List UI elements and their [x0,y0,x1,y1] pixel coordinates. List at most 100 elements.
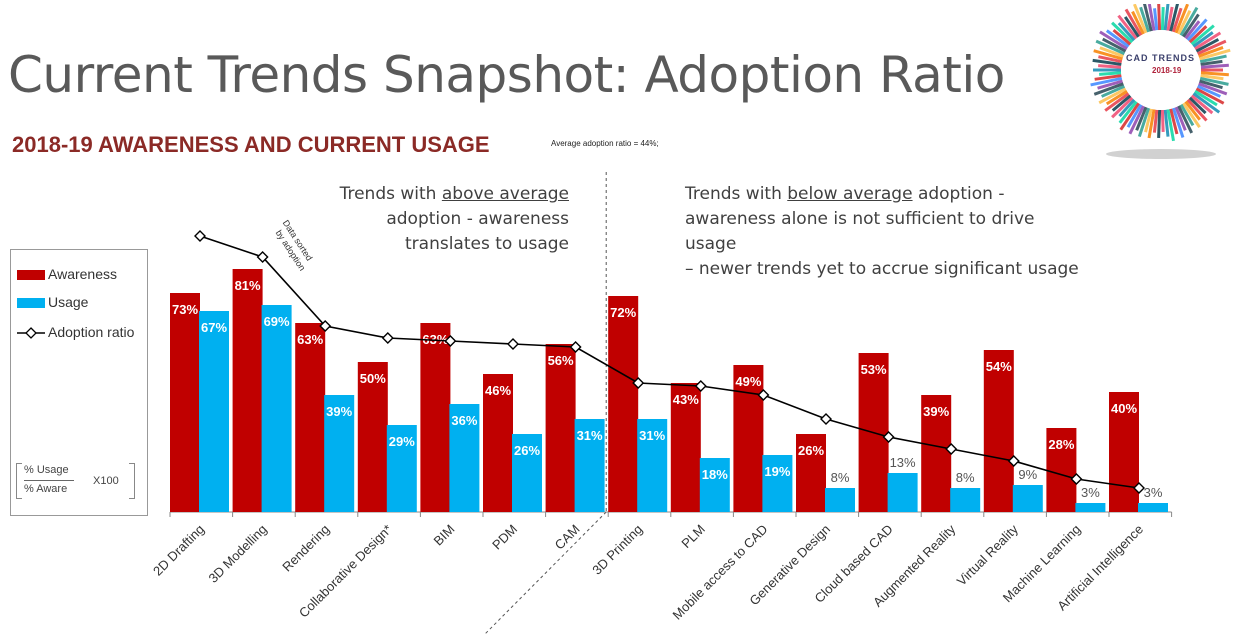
logo-ray [1194,31,1222,51]
formula-numerator: % Usage [24,464,69,476]
data-label-usage: 9% [1018,467,1037,482]
bar-awareness [295,323,326,512]
bar-usage [950,488,981,512]
usage-swatch [17,298,45,308]
logo-ray [1099,71,1122,76]
adoption-ratio-point [945,443,958,455]
logo-ray [1144,108,1153,133]
logo-ray [1184,20,1201,40]
logo-ray [1174,106,1187,131]
adoption-ratio-point [444,335,457,347]
logo-ray [1188,96,1207,115]
logo-ray [1135,106,1148,131]
logo-ray [1186,18,1208,42]
data-label-awareness: 63% [297,332,323,347]
logo-ray [1117,22,1136,42]
data-label-awareness: 53% [861,362,887,377]
annotation-below-average: Trends with below average adoption - awa… [685,184,1079,279]
bar-awareness [545,344,576,512]
adoption-line-swatch [17,327,45,339]
bar-usage [699,458,730,512]
data-label-awareness: 28% [1048,437,1074,452]
chart-legend: Awareness Usage Adoption ratio [10,249,148,516]
logo-ray [1184,100,1201,121]
logo-ray [1186,98,1208,122]
bar-usage [825,488,855,512]
data-label-awareness: 54% [986,359,1012,374]
data-label-awareness: 73% [172,302,198,317]
adoption-ratio-point [381,332,394,344]
bar-usage [574,419,605,512]
logo-ray [1098,55,1123,64]
logo-ray [1192,31,1214,48]
logo-ray [1099,30,1128,51]
data-label-awareness: 46% [485,383,511,398]
logo-ray [1118,100,1138,124]
logo-ray [1093,49,1123,61]
logo-ray [1139,6,1151,33]
bar-awareness [921,395,952,512]
formula-bracket-left [16,463,22,499]
logo-ray [1198,46,1224,58]
data-label-awareness: 26% [798,443,824,458]
adoption-ratio-point [882,431,895,443]
bar-awareness [170,293,200,512]
logo-ray [1199,79,1223,90]
logo-ray [1093,82,1124,96]
bar-awareness [608,296,639,512]
data-label-awareness: 72% [610,305,636,320]
logo-ray [1160,109,1165,133]
category-label: 2D Drafting [150,522,207,579]
logo-ray [1171,7,1183,33]
data-label-usage: 3% [1081,485,1100,500]
legend-label-usage: Usage [48,294,89,310]
logo-ray [1195,87,1225,105]
adoption-ratio-point [569,341,582,353]
logo-ray [1133,4,1148,34]
cad-trends-logo [1090,4,1231,159]
logo-ray [1188,25,1208,44]
data-label-awareness: 43% [673,392,699,407]
logo-ray [1157,4,1162,31]
bar-awareness [983,350,1014,512]
logo-ray [1152,109,1159,133]
logo-ray [1166,109,1175,142]
logo-ray [1097,79,1123,90]
logo-ray [1094,74,1122,81]
data-label-usage: 36% [451,413,477,428]
data-label-usage: 8% [956,470,975,485]
adoption-ratio-point [319,320,332,332]
data-label-awareness: 81% [235,278,261,293]
logo-ray [1177,10,1192,35]
adoption-ratio-point [757,389,770,401]
bar-usage [637,419,668,512]
logo-shadow [1106,149,1216,159]
bar-awareness [1046,428,1077,512]
logo-ray [1177,105,1194,134]
adoption-ratio-point [1070,473,1083,485]
logo-ray [1166,6,1174,31]
data-label-usage: 69% [264,314,290,329]
logo-ray [1117,14,1138,40]
bar-usage [1012,485,1043,512]
bar-awareness [733,365,764,512]
category-label: BIM [431,522,458,549]
formula-denominator: % Aware [24,483,68,495]
logo-ray [1182,102,1201,129]
logo-ray [1200,63,1229,69]
category-label: 3D Modelling [205,522,269,586]
bar-awareness [1109,392,1139,512]
adoption-ratio-point [694,380,707,392]
bar-usage [449,404,480,512]
data-label-usage: 13% [890,455,916,470]
logo-ray [1200,59,1223,66]
logo-ray [1153,8,1159,31]
logo-ray [1196,84,1221,98]
bar-usage [1138,503,1168,512]
logo-ray [1102,37,1127,53]
logo-ray [1128,105,1145,135]
category-label: CAM [552,522,583,553]
awareness-swatch [17,270,45,280]
bar-usage [199,311,229,512]
